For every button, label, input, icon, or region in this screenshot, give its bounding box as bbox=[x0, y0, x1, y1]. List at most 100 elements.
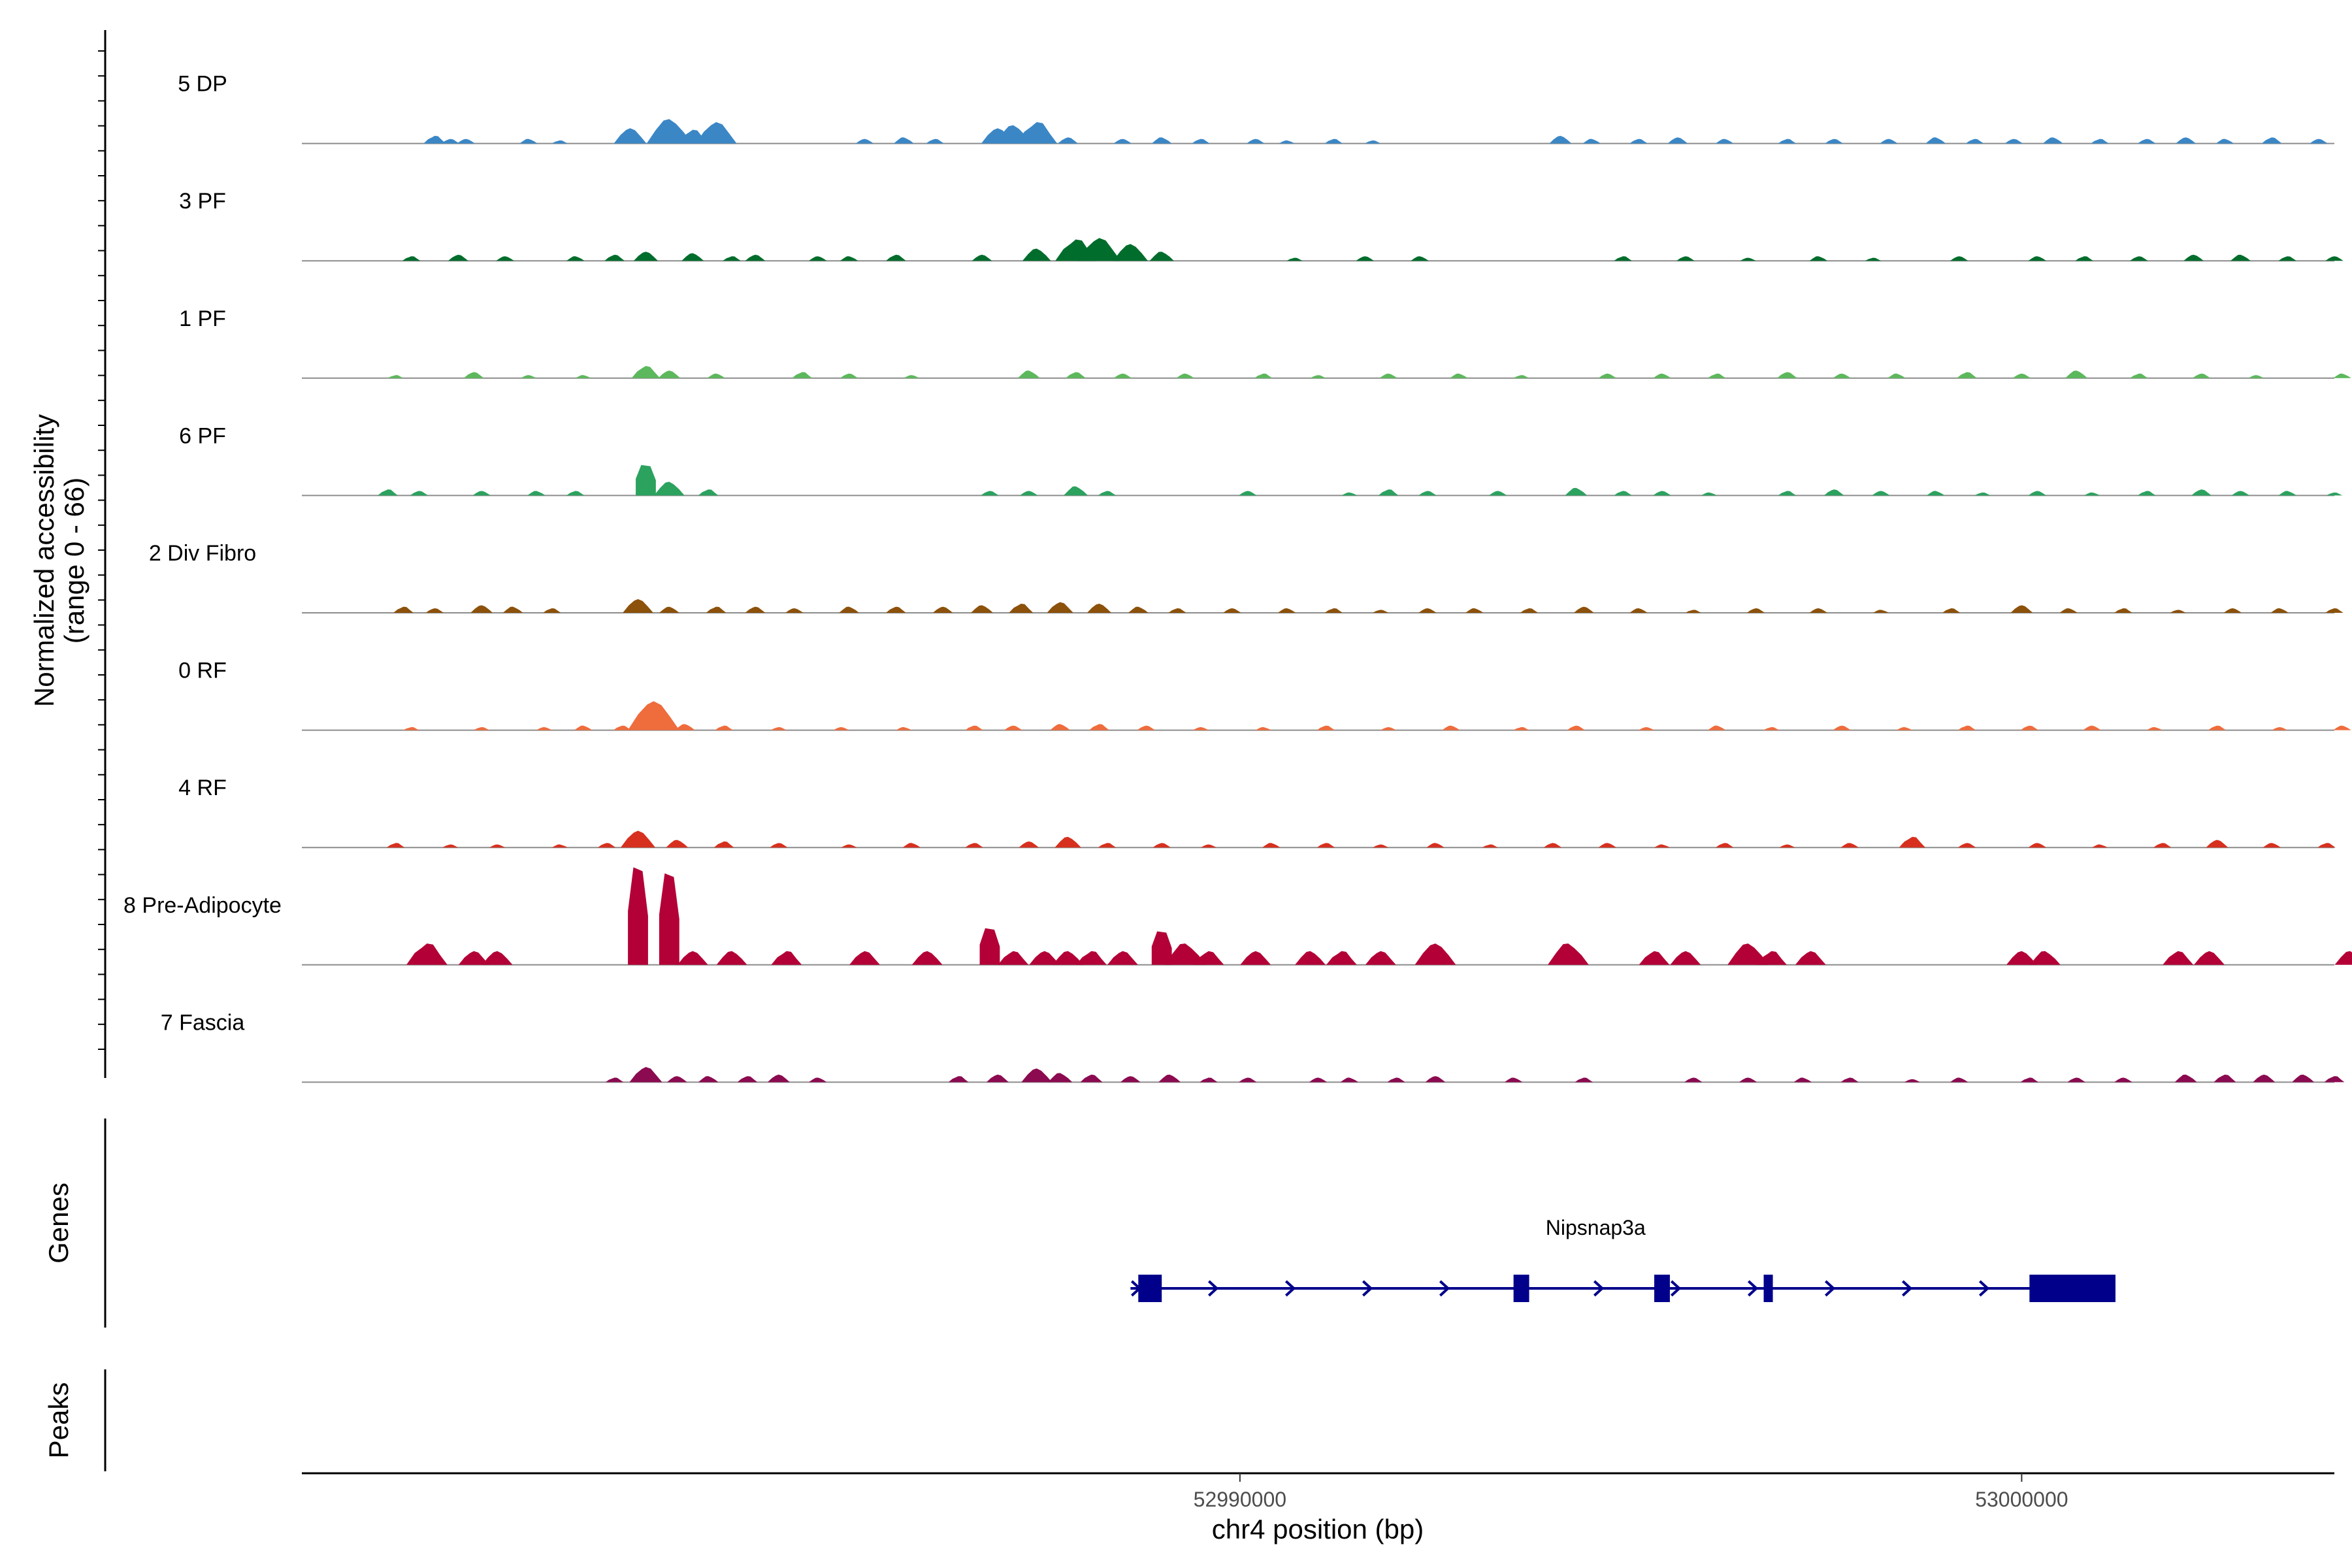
coverage-peak bbox=[1365, 140, 1381, 144]
coverage-peak bbox=[1756, 951, 1787, 965]
coverage-peak bbox=[1442, 725, 1460, 730]
coverage-peak bbox=[2230, 254, 2251, 261]
coverage-peak bbox=[1120, 1076, 1141, 1083]
track-2-div-fibro: 2 Div Fibro bbox=[149, 541, 2344, 613]
coverage-peak bbox=[893, 137, 914, 144]
coverage-peak bbox=[833, 727, 849, 730]
coverage-peak bbox=[1107, 951, 1138, 965]
coverage-peak bbox=[1149, 252, 1174, 261]
coverage-peak bbox=[1727, 943, 1769, 965]
coverage-peak bbox=[1200, 1077, 1218, 1083]
coverage-peak bbox=[2333, 725, 2351, 730]
coverage-peak bbox=[932, 606, 953, 613]
coverage-peak bbox=[2278, 256, 2297, 261]
coverage-peak bbox=[1654, 844, 1671, 848]
coverage-peak bbox=[1316, 843, 1335, 848]
coverage-peak bbox=[2114, 1077, 2132, 1083]
track-label: 5 DP bbox=[178, 72, 227, 97]
coverage-peak bbox=[2028, 256, 2047, 261]
strand-arrow bbox=[1207, 1280, 1219, 1297]
coverage-peak bbox=[1066, 372, 1086, 378]
gene-name-label: Nipsnap3a bbox=[1546, 1216, 1646, 1239]
coverage-peak bbox=[1598, 843, 1617, 848]
coverage-peak bbox=[2317, 843, 2336, 848]
coverage-peak bbox=[1009, 604, 1034, 613]
coverage-peak bbox=[1098, 491, 1117, 496]
genes-axis-title: Genes bbox=[43, 1183, 74, 1264]
coverage-peak bbox=[1048, 1073, 1073, 1083]
coverage-peak bbox=[2206, 840, 2229, 848]
track-label: 4 RF bbox=[178, 776, 227, 800]
coverage-peak bbox=[393, 606, 414, 613]
coverage-peak bbox=[1547, 943, 1589, 965]
coverage-peak bbox=[1262, 843, 1281, 848]
coverage-peak bbox=[1840, 1077, 1859, 1083]
coverage-peak bbox=[659, 873, 679, 965]
coverage-peak bbox=[1017, 370, 1040, 378]
coverage-peak bbox=[387, 375, 404, 378]
coverage-peak bbox=[597, 843, 616, 848]
coverage-peak bbox=[2324, 1076, 2345, 1083]
coverage-peak bbox=[2146, 727, 2163, 730]
coverage-peak bbox=[1950, 1077, 1968, 1083]
coverage-peak bbox=[448, 254, 468, 261]
coverage-peak bbox=[2114, 608, 2132, 613]
coverage-peak bbox=[2130, 373, 2148, 378]
coverage-peak bbox=[849, 951, 880, 965]
coverage-peak bbox=[716, 951, 747, 965]
coverage-peak bbox=[1411, 256, 1429, 261]
coverage-peak bbox=[1310, 375, 1326, 378]
coverage-peak bbox=[1356, 256, 1375, 261]
coverage-peak bbox=[723, 256, 741, 261]
coverage-peak bbox=[998, 951, 1029, 965]
coverage-peak bbox=[2138, 491, 2156, 496]
coverage-peak bbox=[2325, 256, 2344, 261]
coverage-peak bbox=[1239, 1077, 1257, 1083]
coverage-peak bbox=[489, 844, 506, 848]
coverage-peak bbox=[2138, 139, 2156, 144]
coverage-peak bbox=[386, 843, 405, 848]
coverage-peak bbox=[1685, 610, 1702, 613]
track-label: 6 PF bbox=[179, 423, 226, 448]
gene-exon bbox=[1763, 1275, 1773, 1302]
coverage-peak bbox=[1128, 606, 1149, 613]
coverage-peak bbox=[1063, 486, 1088, 496]
coverage-peak bbox=[2075, 256, 2093, 261]
coverage-peak bbox=[636, 465, 656, 496]
coverage-peak bbox=[1520, 608, 1539, 613]
track-label: 7 Fascia bbox=[161, 1010, 245, 1035]
coverage-peak bbox=[646, 119, 692, 144]
y-axis-title-line1: Normalized accessibility bbox=[29, 414, 59, 707]
coverage-peak bbox=[2083, 492, 2100, 496]
coverage-peak bbox=[1113, 373, 1132, 378]
coverage-peak bbox=[1482, 844, 1498, 848]
coverage-peak bbox=[1614, 256, 1632, 261]
coverage-peak bbox=[745, 606, 766, 613]
track-0-rf: 0 RF bbox=[178, 659, 2351, 731]
x-axis-ticks: 52990000 53000000 bbox=[1194, 1473, 2068, 1511]
coverage-peak bbox=[633, 252, 659, 261]
coverage-peak bbox=[442, 844, 459, 848]
x-axis: 52990000 53000000 chr4 position (bp) bbox=[302, 1472, 2334, 1544]
coverage-peak bbox=[1047, 602, 1073, 613]
coverage-peak bbox=[1629, 608, 1648, 613]
coverage-peak bbox=[1638, 727, 1655, 730]
coverage-peak bbox=[551, 844, 568, 848]
coverage-peak bbox=[2091, 844, 2108, 848]
coverage-peak bbox=[707, 373, 725, 378]
coverage-peak bbox=[1707, 373, 1726, 378]
coverage-peak bbox=[2215, 139, 2234, 144]
coverage-peak bbox=[1809, 256, 1828, 261]
coverage-peak bbox=[2333, 373, 2351, 378]
coverage-peak bbox=[423, 135, 446, 144]
strand-arrow bbox=[1901, 1280, 1913, 1297]
track-label: 3 PF bbox=[179, 189, 226, 214]
coverage-peak bbox=[1200, 844, 1217, 848]
x-tick-label: 52990000 bbox=[1194, 1488, 1286, 1511]
coverage-peak bbox=[681, 253, 704, 261]
coverage-peak bbox=[1573, 606, 1594, 613]
coverage-peak bbox=[470, 605, 493, 613]
peaks-axis-title: Peaks bbox=[43, 1382, 74, 1459]
strand-arrow bbox=[1362, 1280, 1373, 1297]
